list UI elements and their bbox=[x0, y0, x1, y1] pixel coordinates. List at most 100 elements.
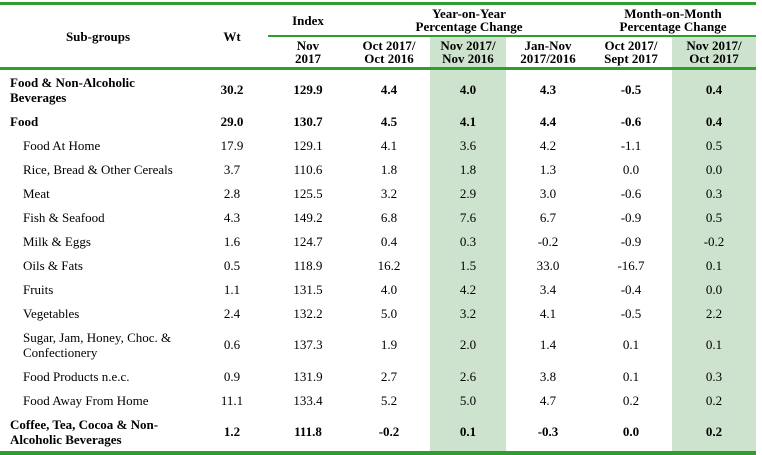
value-cell: 3.8 bbox=[539, 368, 557, 384]
row-label-cell: Food Products n.e.c. bbox=[23, 368, 130, 384]
row-label-cell: Milk & Eggs bbox=[23, 233, 91, 249]
value-cell: 0.5 bbox=[672, 205, 757, 229]
value-cell: -0.5 bbox=[620, 305, 642, 321]
value-cell: 0.2 bbox=[622, 392, 640, 408]
value-cell: 4.2 bbox=[539, 137, 557, 153]
value-cell: 130.7 bbox=[293, 113, 323, 129]
col-header-wt: Wt bbox=[196, 3, 268, 70]
value-cell: 0.3 bbox=[430, 229, 506, 253]
value-cell: 3.2 bbox=[380, 185, 398, 201]
value-cell: -0.6 bbox=[620, 113, 642, 129]
col-header-month-on-month: Month-on-Month Percentage Change bbox=[590, 3, 757, 37]
value-cell: 4.7 bbox=[539, 392, 557, 408]
value-cell: 2.7 bbox=[380, 368, 398, 384]
value-cell: 0.4 bbox=[672, 109, 757, 133]
row-label-cell: Meat bbox=[23, 185, 50, 201]
value-cell: -0.2 bbox=[537, 233, 559, 249]
value-cell: -0.9 bbox=[620, 233, 642, 249]
value-cell: 1.5 bbox=[430, 253, 506, 277]
row-label-cell: Vegetables bbox=[23, 305, 80, 321]
value-cell: 0.1 bbox=[672, 253, 757, 277]
value-cell: 4.3 bbox=[539, 82, 557, 97]
value-cell: 11.1 bbox=[220, 392, 244, 408]
value-cell: 17.9 bbox=[220, 137, 244, 153]
value-cell: 129.1 bbox=[293, 137, 323, 153]
row-label-cell: Oils & Fats bbox=[23, 257, 83, 273]
table-row: Rice, Bread & Other Cereals 3.7 110.6 1.8 1.… bbox=[0, 157, 757, 181]
table-row: Meat 2.8 125.5 3.2 2.9 3.0 -0.6 0.3 bbox=[0, 181, 757, 205]
col-header-nov2017-nov2016: Nov 2017/ Nov 2016 bbox=[430, 36, 506, 70]
table-row: Food At Home 17.9 129.1 4.1 3.6 4.2 -1.1 0.5 bbox=[0, 133, 757, 157]
table-body: Food & Non-Alcoholic Beverages 30.2 129.9 4… bbox=[0, 68, 757, 453]
value-cell: 29.0 bbox=[220, 113, 244, 129]
header-row-periods: Nov 2017 Oct 2017/ Oct 2016 Nov 2017/ No… bbox=[0, 36, 757, 70]
value-cell: 5.0 bbox=[380, 305, 398, 321]
table-row: Food & Non-Alcoholic Beverages 30.2 129.9 4… bbox=[0, 68, 757, 109]
value-cell: 4.1 bbox=[539, 305, 557, 321]
value-cell: 0.9 bbox=[223, 368, 241, 384]
value-cell: 1.9 bbox=[380, 337, 398, 352]
value-cell: 4.1 bbox=[430, 109, 506, 133]
value-cell: 4.2 bbox=[430, 277, 506, 301]
table-row: Food Products n.e.c. 0.9 131.9 2.7 2.6 3.8 0.1… bbox=[0, 364, 757, 388]
table-row: Sugar, Jam, Honey, Choc. & Confectionery… bbox=[0, 325, 757, 364]
value-cell: 30.2 bbox=[220, 82, 244, 97]
value-cell: 1.1 bbox=[223, 281, 241, 297]
value-cell: 3.2 bbox=[430, 301, 506, 325]
col-header-oct2017-oct2016: Oct 2017/ Oct 2016 bbox=[348, 36, 430, 70]
value-cell: 2.9 bbox=[430, 181, 506, 205]
row-label-cell: Sugar, Jam, Honey, Choc. & Confectionery bbox=[23, 329, 172, 360]
value-cell: 0.1 bbox=[430, 412, 506, 453]
table-row: Food Away From Home 11.1 133.4 5.2 5.0 4.7 0.2… bbox=[0, 388, 757, 412]
value-cell: 6.7 bbox=[539, 209, 557, 225]
value-cell: 2.2 bbox=[672, 301, 757, 325]
row-label-cell: Coffee, Tea, Cocoa & Non-Alcoholic Bever… bbox=[10, 416, 159, 447]
table-row: Fish & Seafood 4.3 149.2 6.8 7.6 6.7 -0.9 0.5 bbox=[0, 205, 757, 229]
row-label-cell: Food Away From Home bbox=[23, 392, 149, 408]
value-cell: 1.8 bbox=[380, 161, 398, 177]
col-header-index: Index bbox=[268, 3, 348, 37]
value-cell: -0.4 bbox=[620, 281, 642, 297]
row-label-cell: Rice, Bread & Other Cereals bbox=[23, 161, 173, 177]
value-cell: 133.4 bbox=[293, 392, 323, 408]
value-cell: 125.5 bbox=[293, 185, 323, 201]
col-header-year-on-year: Year-on-Year Percentage Change bbox=[348, 3, 591, 37]
value-cell: 1.3 bbox=[539, 161, 557, 177]
value-cell: 0.1 bbox=[622, 337, 640, 352]
col-header-nov2017-oct2017: Nov 2017/ Oct 2017 bbox=[672, 36, 757, 70]
value-cell: 0.0 bbox=[622, 424, 640, 439]
value-cell: 3.7 bbox=[223, 161, 241, 177]
value-cell: 1.2 bbox=[223, 424, 241, 439]
header-row-groups: Sub-groups Wt Index Year-on-Year Percent… bbox=[0, 3, 757, 70]
value-cell: 129.9 bbox=[293, 82, 323, 97]
value-cell: 5.0 bbox=[430, 388, 506, 412]
value-cell: -0.9 bbox=[620, 209, 642, 225]
row-label-cell: Food & Non-Alcoholic Beverages bbox=[10, 74, 135, 105]
value-cell: 33.0 bbox=[536, 257, 560, 273]
value-cell: 0.4 bbox=[380, 233, 398, 249]
value-cell: 3.4 bbox=[539, 281, 557, 297]
value-cell: 6.8 bbox=[380, 209, 398, 225]
value-cell: 0.0 bbox=[672, 277, 757, 301]
value-cell: -0.3 bbox=[537, 424, 559, 439]
value-cell: 1.6 bbox=[223, 233, 241, 249]
value-cell: 2.0 bbox=[430, 325, 506, 364]
table-row: Oils & Fats 0.5 118.9 16.2 1.5 33.0 -16.7 0.1 bbox=[0, 253, 757, 277]
value-cell: 0.1 bbox=[622, 368, 640, 384]
value-cell: -0.6 bbox=[620, 185, 642, 201]
value-cell: 3.0 bbox=[539, 185, 557, 201]
row-label-cell: Food At Home bbox=[23, 137, 101, 153]
value-cell: 4.0 bbox=[430, 68, 506, 109]
value-cell: 0.3 bbox=[672, 364, 757, 388]
value-cell: 4.0 bbox=[380, 281, 398, 297]
col-header-oct2017-sept2017: Oct 2017/ Sept 2017 bbox=[590, 36, 673, 70]
value-cell: -16.7 bbox=[617, 257, 645, 273]
value-cell: 132.2 bbox=[293, 305, 323, 321]
table-row: Vegetables 2.4 132.2 5.0 3.2 4.1 -0.5 2.2 bbox=[0, 301, 757, 325]
value-cell: 0.4 bbox=[672, 68, 757, 109]
value-cell: 2.8 bbox=[223, 185, 241, 201]
value-cell: -0.5 bbox=[620, 82, 642, 97]
value-cell: 0.0 bbox=[672, 157, 757, 181]
row-label-cell: Fruits bbox=[23, 281, 54, 297]
table-row: Coffee, Tea, Cocoa & Non-Alcoholic Bever… bbox=[0, 412, 757, 453]
